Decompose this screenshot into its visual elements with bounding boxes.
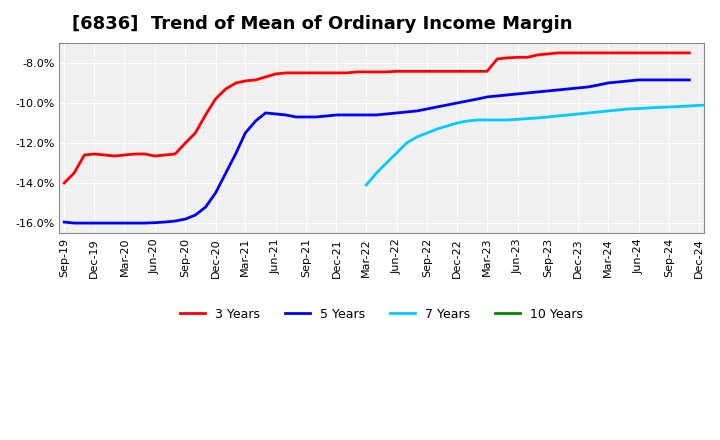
Legend: 3 Years, 5 Years, 7 Years, 10 Years: 3 Years, 5 Years, 7 Years, 10 Years xyxy=(175,303,588,326)
Text: [6836]  Trend of Mean of Ordinary Income Margin: [6836] Trend of Mean of Ordinary Income … xyxy=(72,15,572,33)
